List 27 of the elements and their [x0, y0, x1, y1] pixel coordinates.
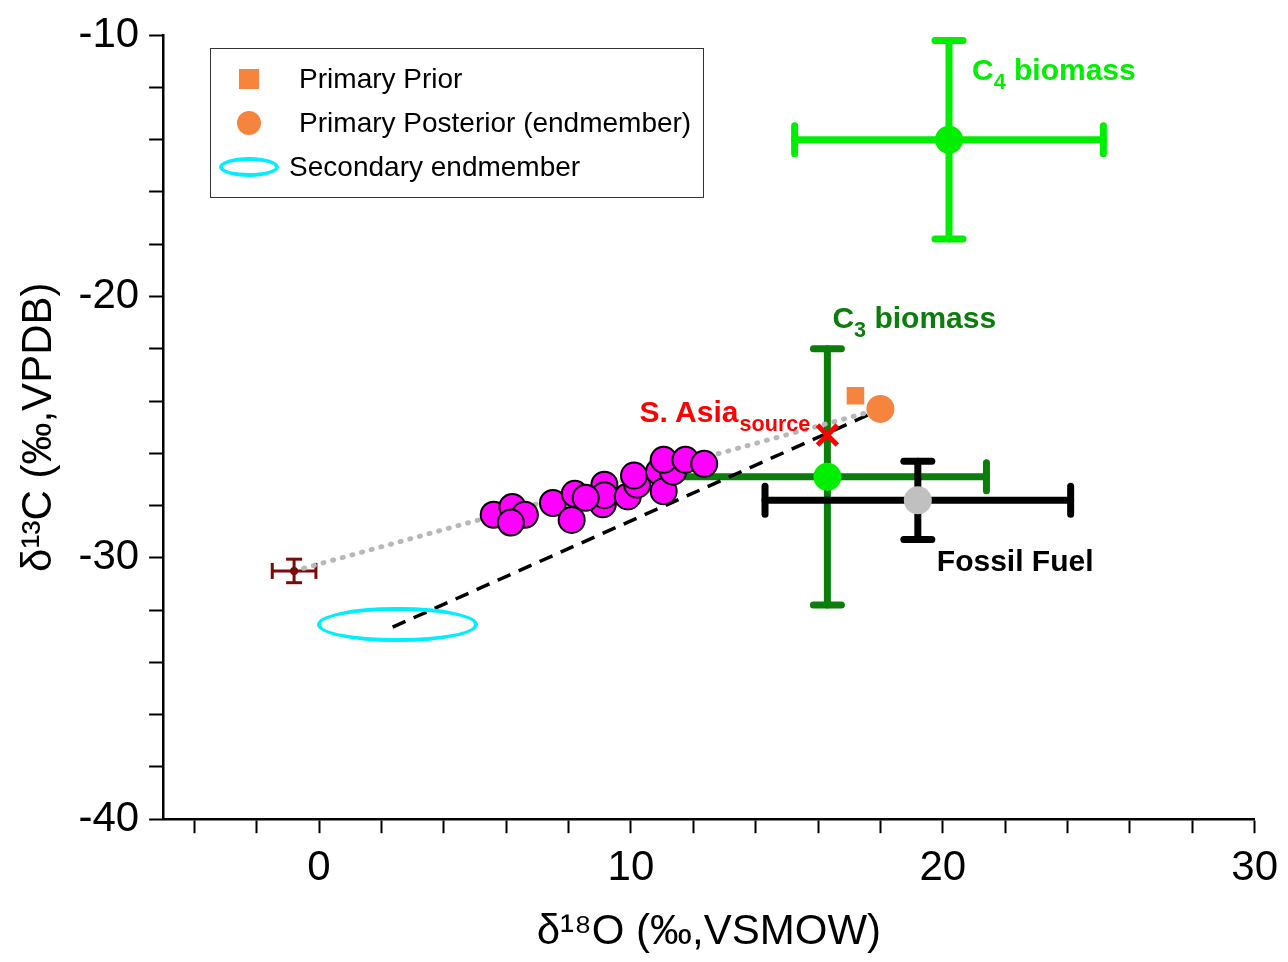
point — [846, 387, 865, 405]
y-tick-label: -40 — [78, 792, 140, 840]
point — [935, 125, 964, 154]
x-tick-label: 30 — [1231, 841, 1278, 889]
point — [557, 505, 586, 534]
x-tick-label: 0 — [307, 841, 331, 889]
point — [290, 566, 299, 575]
point — [690, 449, 719, 478]
point — [538, 488, 567, 517]
point — [571, 483, 600, 512]
annotation: Fossil Fuel — [936, 544, 1094, 578]
point — [496, 508, 525, 537]
legend-label: Primary Posterior (endmember) — [299, 106, 692, 141]
y-axis-title: δ¹³C (‰,VPDB) — [12, 282, 60, 572]
y-tick-label: -10 — [78, 8, 140, 56]
point — [814, 422, 840, 448]
point — [813, 462, 842, 491]
y-tick-label: -20 — [78, 270, 140, 318]
x-tick-label: 20 — [919, 841, 967, 889]
legend-label: Primary Prior — [299, 62, 463, 97]
point — [620, 461, 649, 490]
y-tick-label: -30 — [78, 531, 140, 579]
x-axis-title: δ¹⁸O (‰,VSMOW) — [536, 906, 882, 954]
annotation: Secondary endmember — [289, 150, 581, 185]
x-tick-label: 10 — [607, 841, 655, 889]
point — [903, 486, 932, 515]
point — [866, 394, 895, 423]
